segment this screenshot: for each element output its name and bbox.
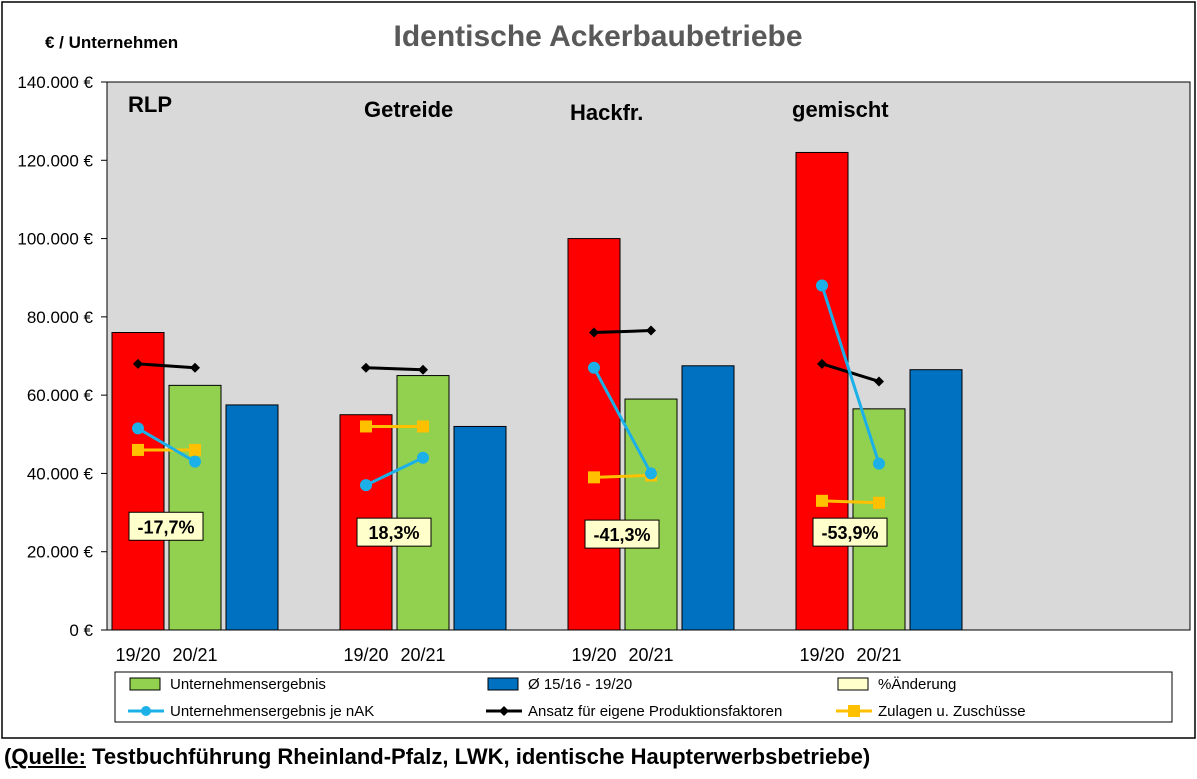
legend-label: %Änderung [878,676,956,693]
legend-label: Unternehmensergebnis je nAK [170,703,374,720]
bars [111,151,963,631]
legend-marker [848,705,860,717]
source-text: Testbuchführung Rheinland-Pfalz, LWK, id… [85,744,871,769]
bar [225,404,279,631]
legend: Unternehmensergebnis Ø 15/16 - 19/20 %Ände… [114,671,1173,723]
y-tick-label: 20.000 € [27,543,94,562]
change-label: -41,3% [593,525,650,545]
legend-marker [141,706,151,716]
y-tick-label: 40.000 € [27,464,94,483]
je-nak-point [816,279,828,292]
je-nak-point [132,422,144,435]
source-prefix: ( [4,744,12,769]
je-nak-line [137,427,196,463]
change-label: 18,3% [368,523,419,543]
bar [624,398,678,631]
legend-label: Ø 15/16 - 19/20 [528,676,632,693]
bar [681,365,735,631]
x-tick-label: 19/20 [115,645,160,665]
change-label-box [812,517,888,547]
zulagen-point [588,471,600,484]
change-label: -53,9% [821,523,878,543]
zulagen-point [873,496,885,509]
group-label: Hackfr. [570,100,643,125]
zulagen-line [593,473,652,479]
x-tick-label: 20/21 [628,645,673,665]
legend-box [114,671,1173,723]
ansatz-line [365,366,424,372]
chart-title: Identische Ackerbaubetriebe [393,20,802,53]
y-tick-label: 140.000 € [17,73,93,92]
x-tick-label: 20/21 [172,645,217,665]
je-nak-point [360,479,372,492]
x-tick-label: 20/21 [400,645,445,665]
je-nak-point [873,457,885,470]
source-label: Quelle: [11,744,86,769]
ansatz-line [137,362,196,370]
zulagen-point [417,420,429,433]
zulagen-point [189,443,201,456]
ansatz-point [190,362,200,373]
bar [795,151,849,631]
legend-label: Ansatz für eigene Produktionsfaktoren [528,703,782,720]
bar [909,369,963,631]
je-nak-line [365,456,424,487]
y-tick-label: 100.000 € [17,230,93,249]
zulagen-line [821,499,880,505]
legend-swatch [487,677,519,691]
ansatz-point [646,325,656,336]
chart: Identische Ackerbaubetriebe € / Unterneh… [1,1,1196,739]
bar [111,332,165,631]
ansatz-point [817,358,827,369]
source-note: (Quelle: Testbuchführung Rheinland-Pfalz… [4,744,870,770]
legend-swatch [837,677,869,691]
bar [567,238,621,631]
zulagen-point [360,420,372,433]
legend-label: Unternehmensergebnis [170,676,326,693]
y-tick-label: 80.000 € [27,308,94,327]
legend-label: Zulagen u. Zuschüsse [878,703,1026,720]
ansatz-point [418,364,428,375]
bar [168,384,222,631]
group-label: RLP [128,92,172,117]
x-tick-label: 19/20 [571,645,616,665]
change-label: -17,7% [137,517,194,537]
ansatz-line [593,329,652,335]
y-tick-label: 60.000 € [27,386,94,405]
x-tick-label: 19/20 [343,645,388,665]
y-tick-label: 120.000 € [17,151,93,170]
y-tick-label: 0 € [69,621,93,640]
legend-swatch [129,677,161,691]
group-labels: 19/20 20/21 RLP 19/20 20/21 Getreide 19/20 20/2… [115,92,901,665]
change-label-box [584,519,660,549]
bar [396,375,450,631]
je-nak-line [592,367,653,475]
change-label-box [356,517,432,547]
je-nak-point [189,455,201,468]
ansatz-point [133,358,143,369]
ansatz-point [589,327,599,338]
group-label: gemischt [792,97,889,122]
legend-marker [499,706,509,716]
x-tick-label: 19/20 [799,645,844,665]
change-label-box [128,511,204,541]
y-axis-label: € / Unternehmen [45,33,178,52]
ansatz-point [361,362,371,373]
je-nak-point [588,361,600,374]
series-lines: -17,7% 18,3% -41,3% -53,9% [128,279,888,549]
je-nak-point [645,467,657,480]
bar [453,425,507,631]
ansatz-point [874,376,884,387]
y-axis: 0 € 20.000 € 40.000 € 60.000 € 80.000 € 100.0… [17,73,107,640]
x-tick-label: 20/21 [856,645,901,665]
zulagen-point [816,494,828,507]
zulagen-point [132,443,144,456]
je-nak-line [820,285,881,465]
group-label: Getreide [364,97,453,122]
je-nak-point [417,451,429,464]
